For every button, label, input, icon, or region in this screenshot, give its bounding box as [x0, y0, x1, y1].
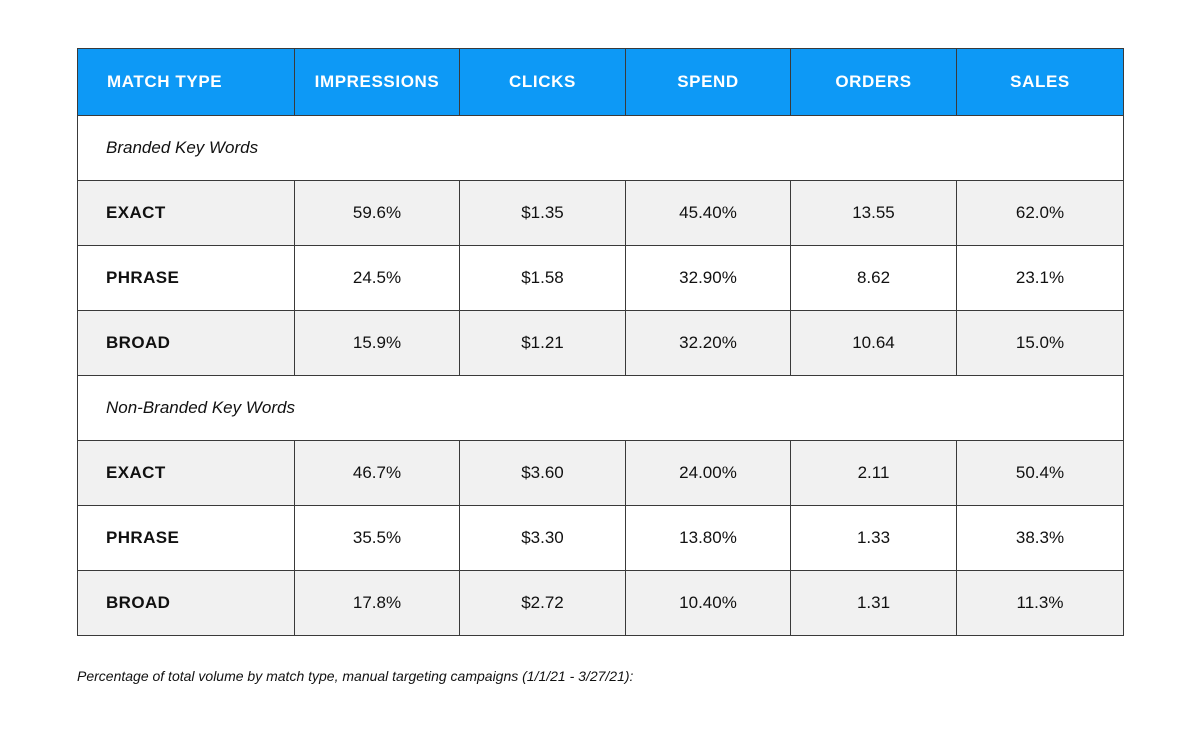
cell-impressions: 24.5% — [294, 245, 460, 311]
table-footnote: Percentage of total volume by match type… — [77, 668, 634, 684]
cell-sales: 38.3% — [956, 505, 1124, 571]
cell-impressions: 15.9% — [294, 310, 460, 376]
row-label: PHRASE — [77, 245, 295, 311]
header-match-type: MATCH TYPE — [77, 48, 295, 116]
row-label: BROAD — [77, 570, 295, 636]
section-title: Non-Branded Key Words — [77, 375, 1124, 441]
cell-clicks: $1.21 — [459, 310, 626, 376]
row-label: EXACT — [77, 180, 295, 246]
header-sales: SALES — [956, 48, 1124, 116]
table-row: BROAD 15.9% $1.21 32.20% 10.64 15.0% — [77, 310, 1124, 376]
cell-spend: 32.90% — [625, 245, 791, 311]
match-type-table: MATCH TYPE IMPRESSIONS CLICKS SPEND ORDE… — [77, 48, 1124, 636]
cell-orders: 13.55 — [790, 180, 957, 246]
row-label: BROAD — [77, 310, 295, 376]
cell-sales: 23.1% — [956, 245, 1124, 311]
cell-spend: 32.20% — [625, 310, 791, 376]
table-row: PHRASE 35.5% $3.30 13.80% 1.33 38.3% — [77, 505, 1124, 571]
header-clicks: CLICKS — [459, 48, 626, 116]
cell-spend: 24.00% — [625, 440, 791, 506]
section-title: Branded Key Words — [77, 115, 1124, 181]
table-row: BROAD 17.8% $2.72 10.40% 1.31 11.3% — [77, 570, 1124, 636]
row-label: PHRASE — [77, 505, 295, 571]
cell-sales: 50.4% — [956, 440, 1124, 506]
cell-spend: 45.40% — [625, 180, 791, 246]
cell-sales: 15.0% — [956, 310, 1124, 376]
header-spend: SPEND — [625, 48, 791, 116]
cell-orders: 8.62 — [790, 245, 957, 311]
cell-clicks: $1.58 — [459, 245, 626, 311]
cell-spend: 10.40% — [625, 570, 791, 636]
cell-orders: 10.64 — [790, 310, 957, 376]
cell-spend: 13.80% — [625, 505, 791, 571]
cell-impressions: 17.8% — [294, 570, 460, 636]
cell-clicks: $3.30 — [459, 505, 626, 571]
cell-clicks: $1.35 — [459, 180, 626, 246]
table-header-row: MATCH TYPE IMPRESSIONS CLICKS SPEND ORDE… — [77, 48, 1124, 116]
cell-sales: 62.0% — [956, 180, 1124, 246]
header-orders: ORDERS — [790, 48, 957, 116]
section-row-non-branded: Non-Branded Key Words — [77, 375, 1124, 441]
cell-clicks: $2.72 — [459, 570, 626, 636]
cell-impressions: 59.6% — [294, 180, 460, 246]
table-row: EXACT 46.7% $3.60 24.00% 2.11 50.4% — [77, 440, 1124, 506]
section-row-branded: Branded Key Words — [77, 115, 1124, 181]
header-impressions: IMPRESSIONS — [294, 48, 460, 116]
table-row: EXACT 59.6% $1.35 45.40% 13.55 62.0% — [77, 180, 1124, 246]
cell-impressions: 35.5% — [294, 505, 460, 571]
row-label: EXACT — [77, 440, 295, 506]
cell-orders: 1.33 — [790, 505, 957, 571]
cell-orders: 1.31 — [790, 570, 957, 636]
cell-orders: 2.11 — [790, 440, 957, 506]
cell-sales: 11.3% — [956, 570, 1124, 636]
cell-impressions: 46.7% — [294, 440, 460, 506]
cell-clicks: $3.60 — [459, 440, 626, 506]
match-type-table-container: MATCH TYPE IMPRESSIONS CLICKS SPEND ORDE… — [77, 48, 1124, 636]
table-row: PHRASE 24.5% $1.58 32.90% 8.62 23.1% — [77, 245, 1124, 311]
